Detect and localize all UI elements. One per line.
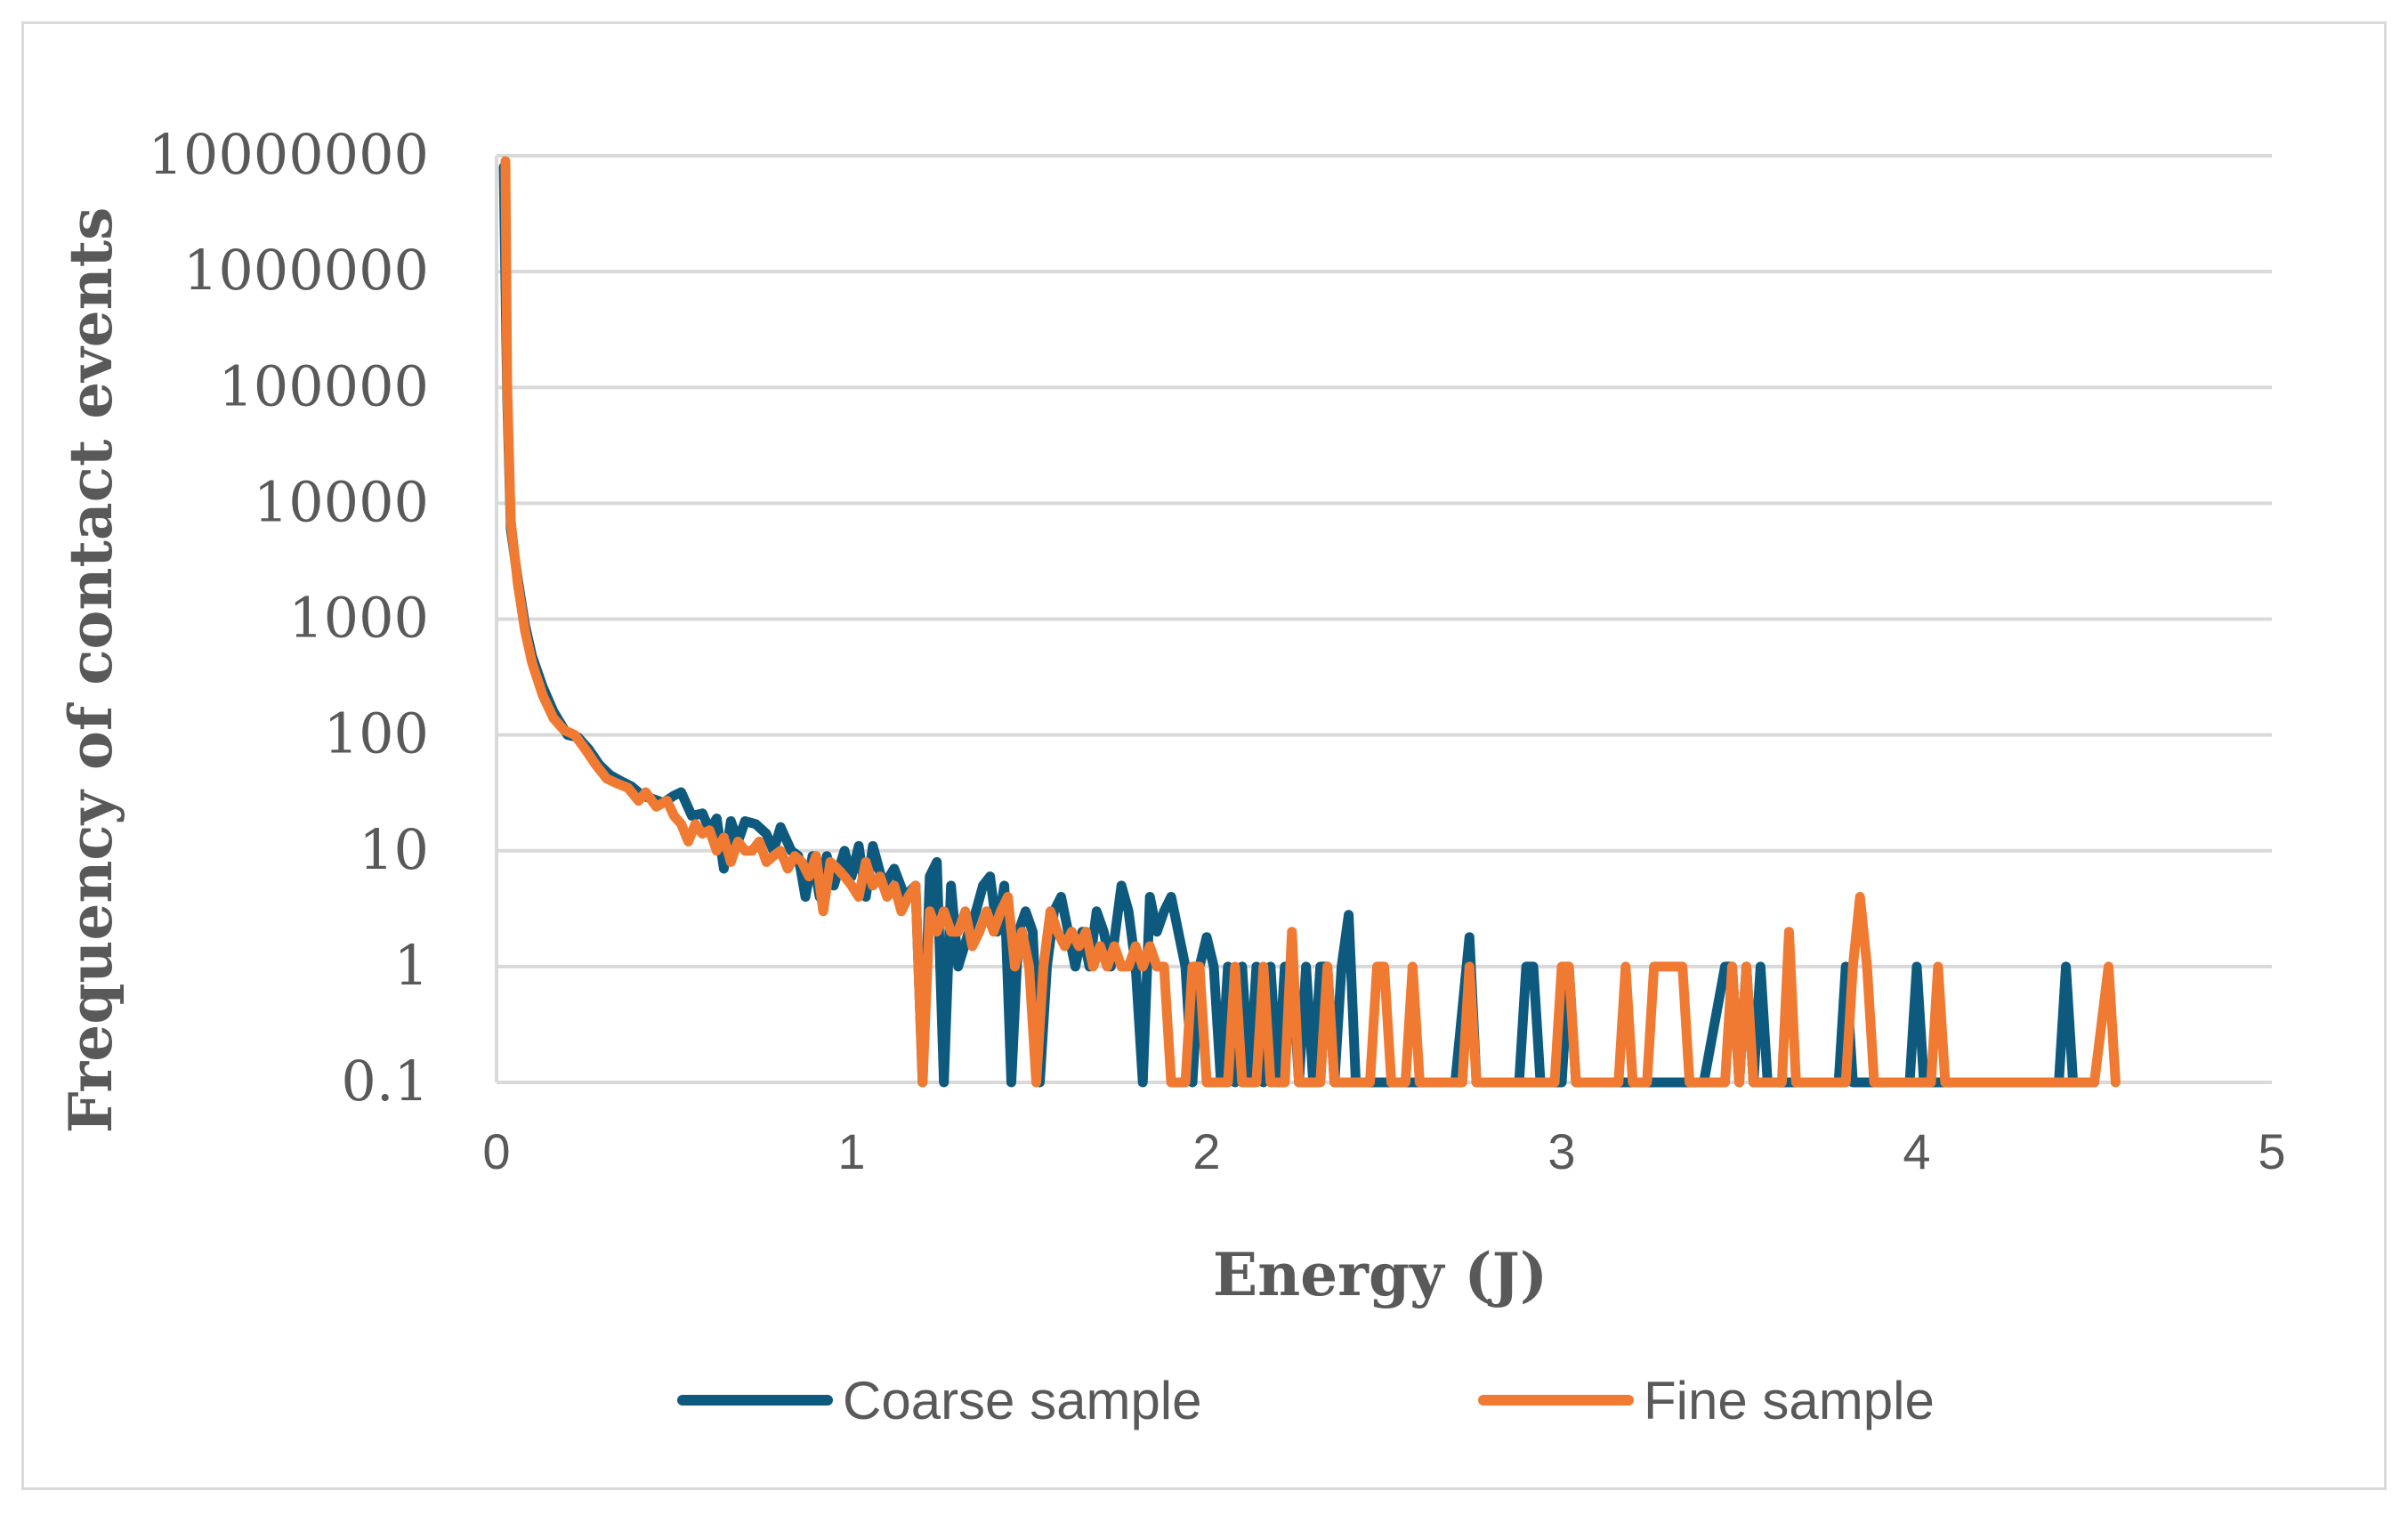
y-tick-label: 1000 <box>288 586 429 651</box>
y-tick-label: 100000 <box>218 353 429 418</box>
y-tick-label: 1000000 <box>183 238 429 303</box>
x-tick-label: 2 <box>1192 1123 1220 1179</box>
y-tick-label: 10000000 <box>148 122 429 187</box>
y-tick-label: 10 <box>359 817 429 882</box>
x-tick-label: 1 <box>837 1123 865 1179</box>
series-line-fine <box>500 156 2121 1088</box>
x-tick-label: 4 <box>1903 1123 1930 1179</box>
chart-frame: 0.1 1 10 100 1000 10000 100000 1000000 10000000 … <box>21 21 2387 1490</box>
legend: Coarse sample Fine sample <box>677 1371 1935 1430</box>
y-tick-label: 0.1 <box>341 1049 429 1114</box>
x-axis-title: Energy (J) <box>1213 1240 1547 1309</box>
line-chart: 0.1110100100010000100000100000010000000 … <box>56 122 2286 1430</box>
legend-label-fine: Fine sample <box>1644 1371 1935 1430</box>
x-tick-label: 5 <box>2258 1123 2285 1179</box>
gridlines <box>495 154 2272 1084</box>
y-axis-title: Frequency of contact events <box>56 207 125 1134</box>
x-tick-label: 3 <box>1547 1123 1575 1179</box>
x-axis-ticks: 0 1 2 3 4 5 <box>482 1123 2285 1179</box>
series-lines <box>498 156 2121 1088</box>
legend-label-coarse: Coarse sample <box>843 1371 1202 1430</box>
y-tick-label: 100 <box>324 701 429 766</box>
y-tick-label: 10000 <box>254 469 429 534</box>
y-axis-ticks: 0.1 1 10 100 1000 10000 100000 1000000 10000000 <box>148 122 429 1114</box>
y-tick-label: 1 <box>394 933 429 998</box>
x-tick-label: 0 <box>482 1123 510 1179</box>
